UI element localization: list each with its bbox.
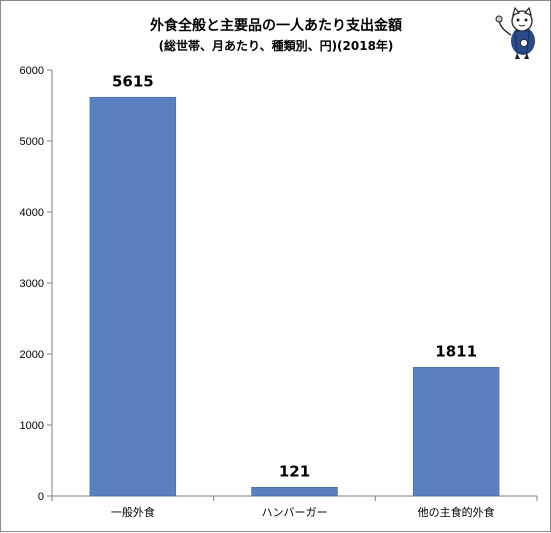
- data-label: 1811: [435, 342, 477, 360]
- y-tick-label: 1000: [20, 420, 44, 432]
- x-tick-label: ハンバーガー: [262, 506, 328, 519]
- x-tick-label: 一般外食: [111, 505, 155, 519]
- bar: [412, 367, 500, 497]
- y-tick-label: 3000: [20, 278, 44, 290]
- chart-title: 外食全般と主要品の一人あたり支出金額: [150, 17, 402, 34]
- plot-area: 0 1000 2000 3000 4000 5000 6000 5615 一般外食 121 ハンバー…: [20, 65, 538, 519]
- y-tick-label: 2000: [20, 349, 44, 361]
- y-tick-label: 6000: [20, 65, 44, 77]
- x-tick-label: 他の主食的外食: [418, 505, 495, 519]
- bar: [251, 487, 338, 497]
- cat-mascot-icon: [495, 6, 535, 59]
- y-tick-label: 0: [38, 491, 44, 503]
- y-tick-label: 4000: [20, 207, 44, 219]
- bar: [89, 96, 177, 497]
- y-tick-label: 5000: [20, 136, 44, 148]
- chart-subtitle: (総世帯、月あたり、種類別、円)(2018年): [159, 38, 394, 53]
- data-label: 121: [279, 462, 310, 480]
- data-label: 5615: [112, 72, 154, 90]
